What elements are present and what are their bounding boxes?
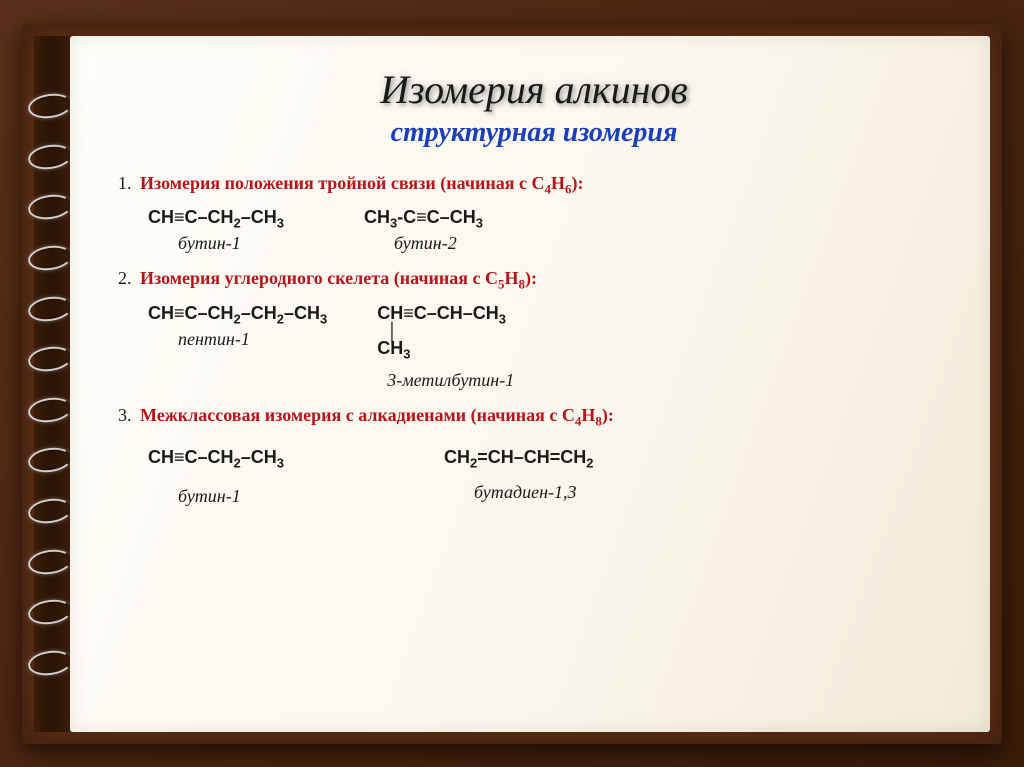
section-number: 1. bbox=[118, 173, 132, 193]
formula: CH≡C–CH2–CH2–CH3 bbox=[148, 303, 327, 327]
compound-name: бутин-1 bbox=[178, 233, 241, 254]
spiral-binding bbox=[34, 36, 70, 732]
page-content: Изомерия алкинов структурная изомерия 1.… bbox=[70, 36, 990, 732]
compound-name: бутадиен-1,3 bbox=[474, 482, 577, 503]
section-1-heading: 1. Изомерия положения тройной связи (нач… bbox=[118, 173, 950, 198]
branch-line-3: CH3 bbox=[377, 338, 436, 362]
section-heading-text: Изомерия углеродного скелета (начиная с … bbox=[140, 268, 537, 288]
compound-butyne-2: CH3-C≡C–CH3 бутин-2 bbox=[364, 207, 483, 254]
compound-name: бутин-1 bbox=[178, 486, 241, 507]
section-3-heading: 3. Межклассовая изомерия с алкадиенами (… bbox=[118, 405, 950, 430]
page-title: Изомерия алкинов bbox=[118, 66, 950, 113]
section-2-row: CH≡C–CH2–CH2–CH3 пентин-1 CH≡C–CH–CH3 │ … bbox=[148, 303, 950, 391]
page-subtitle: структурная изомерия bbox=[118, 117, 950, 149]
compound-3-methylbutyne-1: CH≡C–CH–CH3 │ CH3 3-метилбутин-1 bbox=[377, 303, 514, 391]
compound-pentyne-1: CH≡C–CH2–CH2–CH3 пентин-1 bbox=[148, 303, 327, 391]
formula: CH≡C–CH2–CH3 bbox=[148, 447, 284, 471]
section-3-row: CH≡C–CH2–CH3 бутин-1 CH2=CH–CH=CH2 бутад… bbox=[148, 447, 950, 506]
compound-name: пентин-1 bbox=[178, 329, 250, 350]
section-heading-text: Межклассовая изомерия с алкадиенами (нач… bbox=[140, 405, 614, 425]
section-1-row: CH≡C–CH2–CH3 бутин-1 CH3-C≡C–CH3 бутин-2 bbox=[148, 207, 950, 254]
compound-butyne-1: CH≡C–CH2–CH3 бутин-1 bbox=[148, 207, 284, 254]
branch-bond-icon: │ bbox=[387, 327, 436, 338]
compound-butyne-1-b: CH≡C–CH2–CH3 бутин-1 bbox=[148, 447, 284, 506]
section-2-heading: 2. Изомерия углеродного скелета (начиная… bbox=[118, 268, 950, 293]
formula: CH2=CH–CH=CH2 bbox=[444, 447, 593, 471]
branched-formula: CH≡C–CH–CH3 │ CH3 bbox=[377, 303, 506, 362]
section-heading-text: Изомерия положения тройной связи (начина… bbox=[140, 173, 583, 193]
formula: CH≡C–CH2–CH3 bbox=[148, 207, 284, 231]
section-number: 3. bbox=[118, 405, 132, 425]
compound-butadiene-1-3: CH2=CH–CH=CH2 бутадиен-1,3 bbox=[444, 447, 593, 506]
slide-frame: Изомерия алкинов структурная изомерия 1.… bbox=[22, 24, 1002, 744]
compound-name: бутин-2 bbox=[394, 233, 457, 254]
section-number: 2. bbox=[118, 268, 132, 288]
compound-name: 3-метилбутин-1 bbox=[387, 370, 514, 391]
formula: CH3-C≡C–CH3 bbox=[364, 207, 483, 231]
